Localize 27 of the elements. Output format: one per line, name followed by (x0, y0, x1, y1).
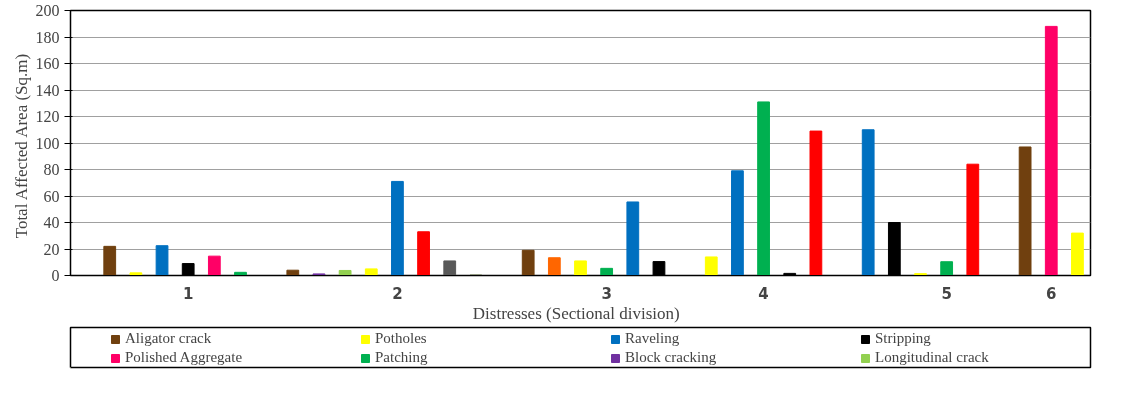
y-tick-label: 20 (43, 240, 60, 258)
y-tick-label: 100 (35, 134, 60, 152)
y-tick-label: 40 (43, 214, 60, 231)
y-tick-label: 180 (35, 28, 60, 46)
legend-label: Polished Aggregate (125, 349, 244, 366)
y-tick-label: 140 (35, 81, 60, 99)
x-axis-title: Distresses (Sectional division) (472, 303, 680, 323)
x-tick-label: 5 (941, 284, 952, 303)
legend-label: Patching (375, 349, 429, 366)
y-tick-label: 120 (35, 108, 60, 125)
y-tick-label: 60 (43, 187, 60, 205)
x-tick-label: 3 (601, 284, 612, 303)
legend-label: Block cracking (625, 349, 718, 366)
x-tick-label: 6 (1046, 284, 1057, 303)
legend-label: Stripping (875, 330, 932, 347)
y-axis-title: Total Affected Area (Sq.m) (11, 53, 31, 239)
x-tick-label: 4 (758, 284, 769, 303)
x-tick-label: 1 (182, 284, 194, 303)
legend-label: Aligator crack (125, 330, 213, 347)
y-tick-label: 0 (51, 267, 60, 284)
y-tick-label: 80 (43, 161, 60, 178)
y-tick-label: 200 (35, 2, 60, 19)
legend-label: Potholes (375, 330, 428, 347)
y-tick-label: 160 (35, 55, 60, 72)
legend-label: Raveling (625, 330, 681, 347)
legend-label: Longitudinal crack (875, 349, 990, 366)
x-tick-label: 2 (392, 284, 403, 303)
